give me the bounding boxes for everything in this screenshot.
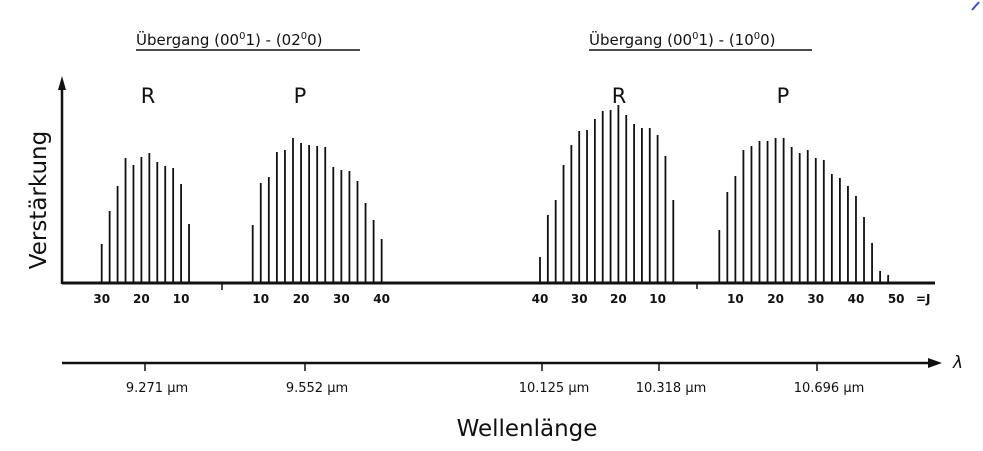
j-tick-label: 10 [173, 292, 190, 306]
j-tick-label: 40 [373, 292, 390, 306]
j-tick-label: 30 [571, 292, 588, 306]
j-tick-label: 20 [133, 292, 150, 306]
x-axis-label: Wellenlänge [457, 416, 598, 442]
j-tick-label: 40 [532, 292, 549, 306]
wavelength-tick-label: 10.125 μm [519, 381, 590, 396]
j-tick-label: 10 [727, 292, 744, 306]
j-tick-label: 20 [293, 292, 310, 306]
pen-mark [971, 1, 980, 11]
j-tick-label: 50 [888, 292, 905, 306]
y-axis-label: Verstärkung [26, 131, 52, 269]
wavelength-tick-label: 10.318 μm [636, 381, 707, 396]
j-tick-label: 10 [649, 292, 666, 306]
j-tick-label: 40 [848, 292, 865, 306]
j-tick-label: 30 [333, 292, 350, 306]
j-tick-label: 10 [252, 292, 269, 306]
y-axis-arrow-icon [58, 76, 66, 90]
branch-label-p1: P [294, 84, 307, 108]
transition-title-1: Übergang (0001) - (0200) [136, 30, 323, 49]
wavelength-tick-label: 9.552 μm [286, 381, 348, 396]
j-tick-label: 20 [767, 292, 784, 306]
wavelength-tick-label: 10.696 μm [794, 381, 865, 396]
j-tick-label: 30 [93, 292, 110, 306]
transition-title-2: Übergang (0001) - (1000) [589, 30, 776, 49]
lambda-symbol: λ [952, 353, 963, 373]
j-axis-label: =J [916, 292, 931, 306]
j-tick-label: 30 [807, 292, 824, 306]
branch-label-r2: R [612, 84, 627, 108]
j-tick-label: 20 [610, 292, 627, 306]
branch-label-p2: P [777, 84, 790, 108]
wavelength-axis-arrow-icon [928, 358, 942, 368]
wavelength-tick-label: 9.271 μm [126, 381, 188, 396]
branch-label-r1: R [141, 84, 156, 108]
